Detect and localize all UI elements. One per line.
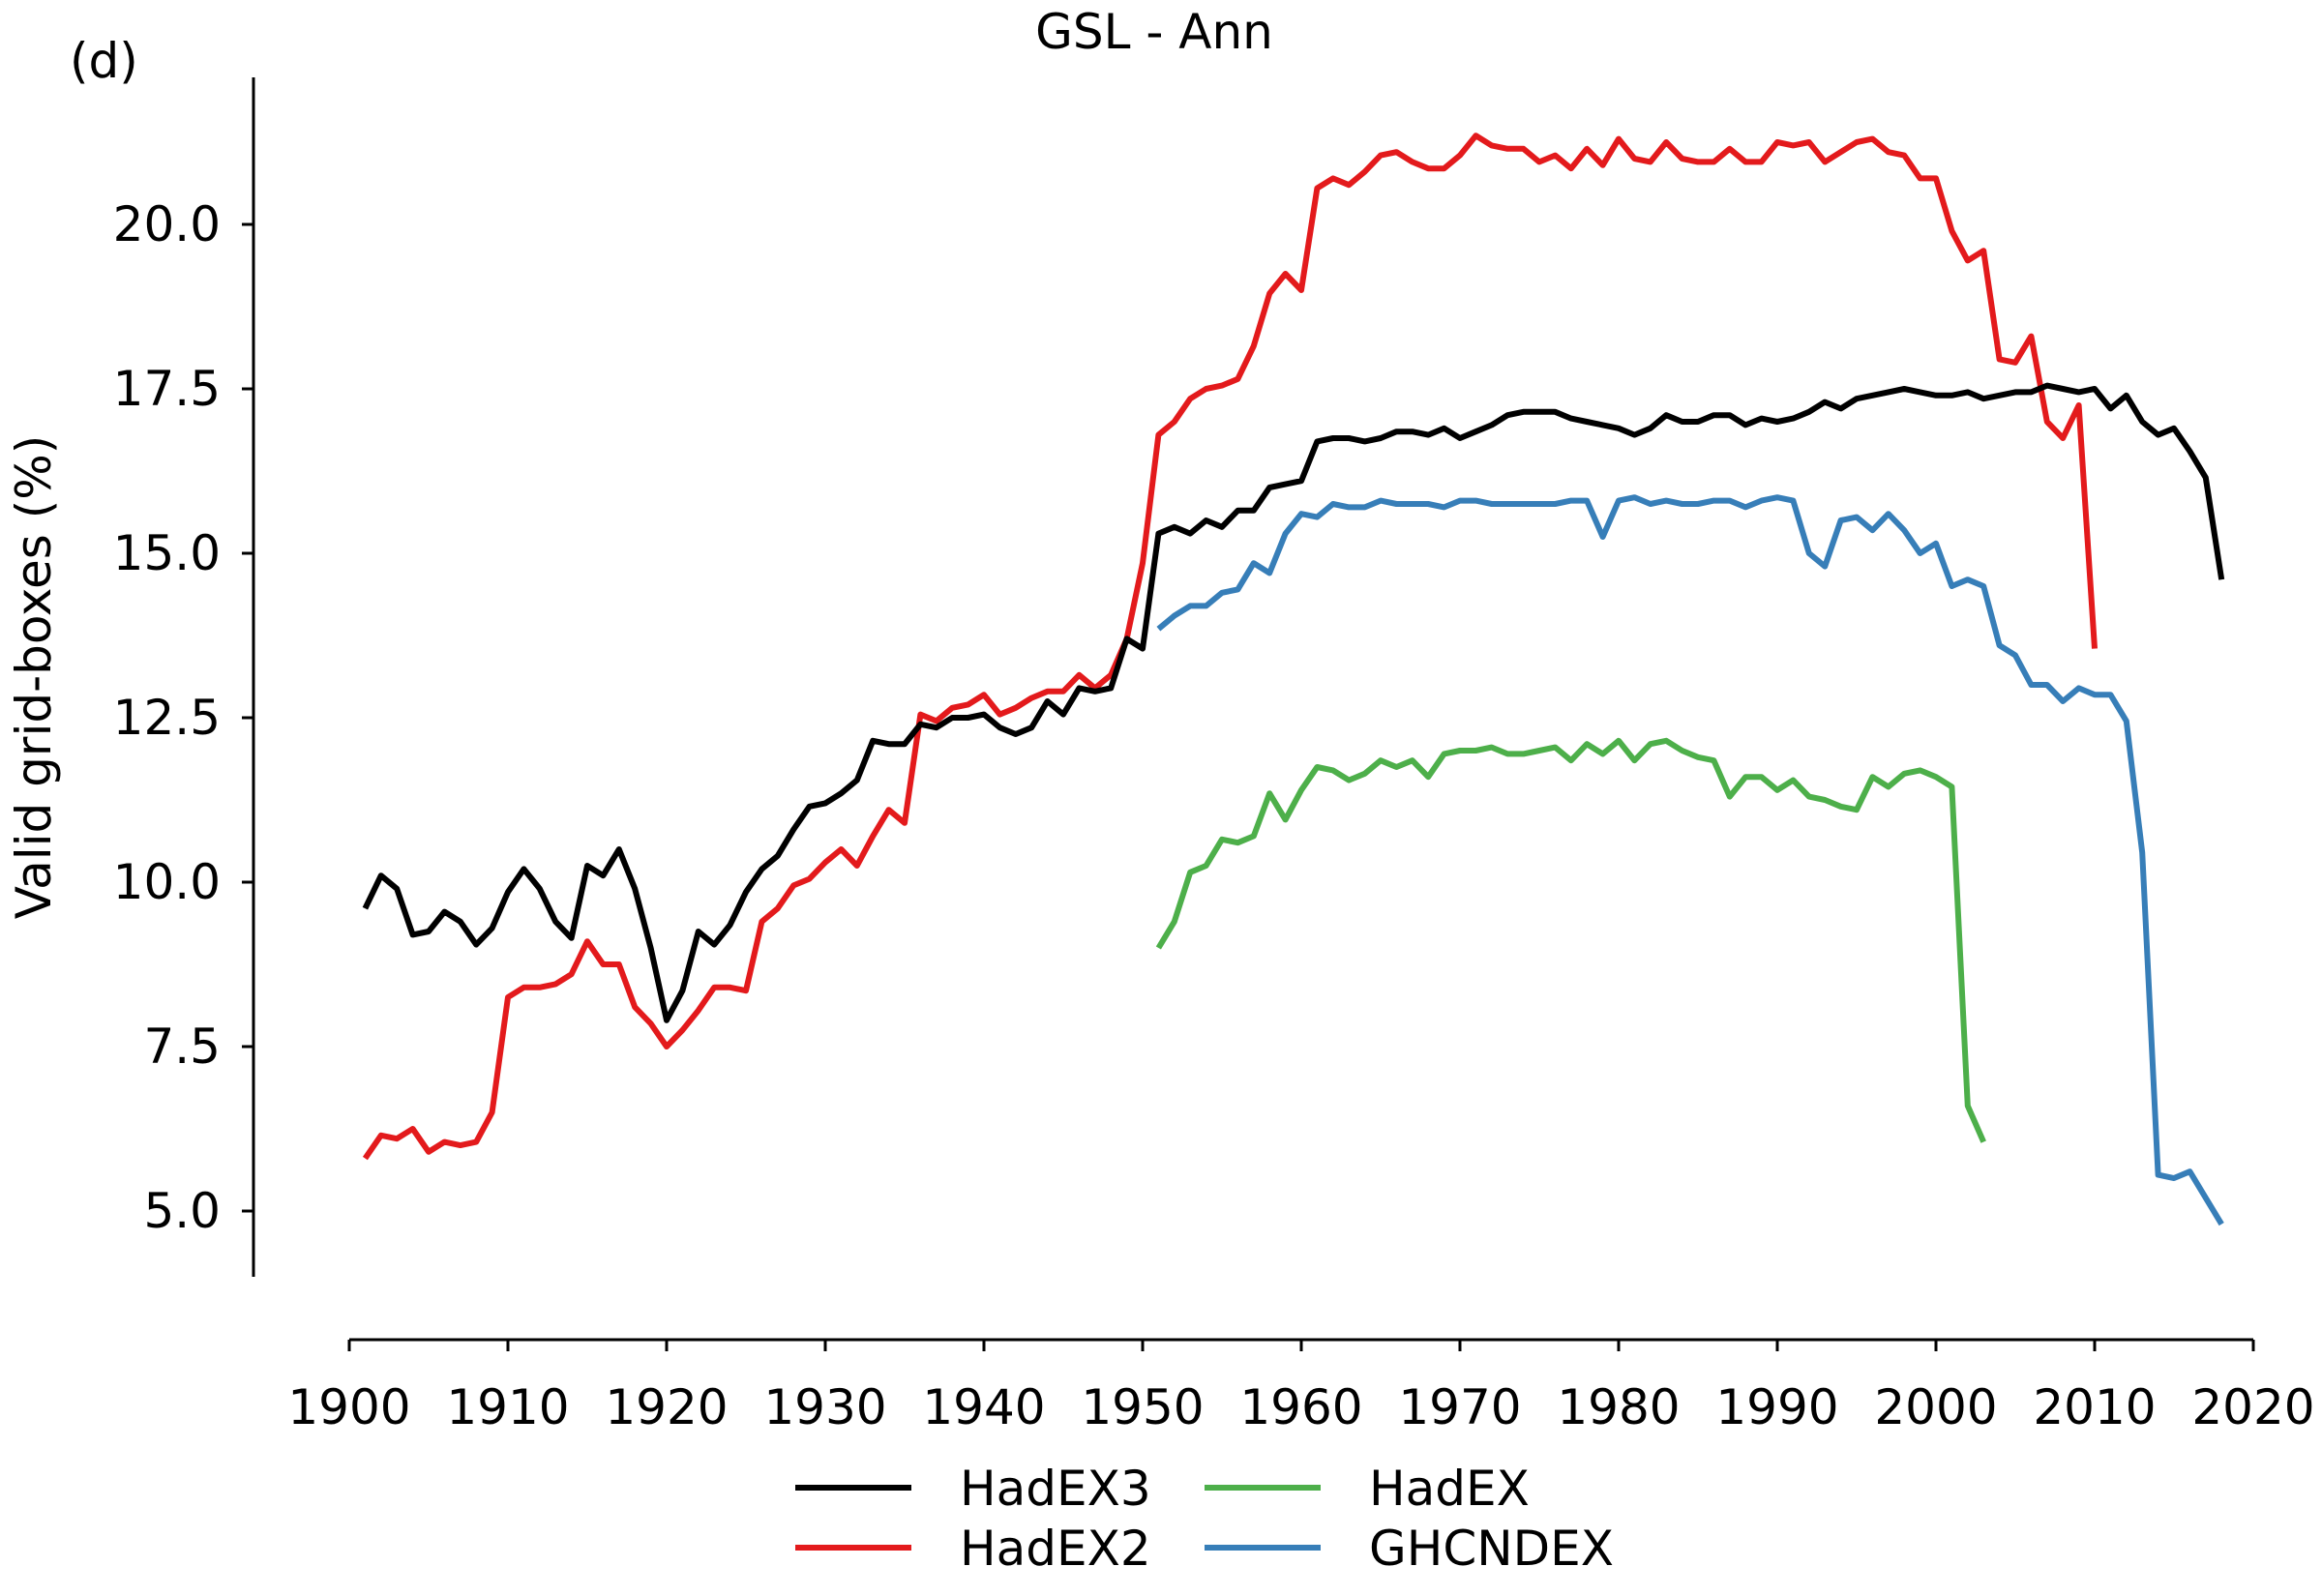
legend-label-hadex3: HadEX3 [960, 1461, 1151, 1517]
x-tick-label: 1910 [446, 1379, 569, 1435]
series-line-ghcndex [1156, 494, 2224, 1227]
chart-title: GSL - Ann [1035, 4, 1273, 60]
series-line-hadex2 [362, 133, 2098, 1161]
x-tick-label: 1990 [1715, 1379, 1838, 1435]
series-lines [362, 133, 2225, 1227]
x-tick-label: 1970 [1398, 1379, 1521, 1435]
x-tick-label: 2020 [2191, 1379, 2314, 1435]
x-tick-label: 2000 [1874, 1379, 1997, 1435]
x-tick-label: 2010 [2033, 1379, 2156, 1435]
x-tick-label: 1960 [1239, 1379, 1362, 1435]
y-ticks: 5.0 7.5 10.0 12.5 15.0 17.5 20.0 [113, 196, 253, 1239]
legend-label-hadex: HadEX [1369, 1461, 1530, 1517]
x-ticks: 1900 1910 1920 1930 1940 1950 1960 1970 1980 1990… [287, 1340, 2315, 1435]
legend-label-ghcndex: GHCNDEX [1369, 1521, 1614, 1577]
x-tick-label: 1940 [922, 1379, 1045, 1435]
panel-label: (d) [70, 33, 138, 89]
legend-label-hadex2: HadEX2 [960, 1521, 1151, 1577]
y-tick-label: 12.5 [113, 690, 221, 746]
y-tick-label: 17.5 [113, 361, 221, 417]
x-tick-label: 1920 [605, 1379, 728, 1435]
x-tick-label: 1950 [1081, 1379, 1204, 1435]
x-tick-label: 1900 [287, 1379, 410, 1435]
y-tick-label: 15.0 [113, 525, 221, 581]
y-axis-label: Valid grid-boxes (%) [6, 435, 62, 919]
y-tick-label: 10.0 [113, 854, 221, 910]
y-tick-label: 20.0 [113, 196, 221, 252]
x-tick-label: 1980 [1557, 1379, 1680, 1435]
x-tick-label: 1930 [763, 1379, 886, 1435]
series-line-hadex [1155, 737, 1986, 1143]
y-tick-label: 5.0 [143, 1183, 221, 1239]
y-tick-label: 7.5 [143, 1019, 221, 1075]
series-line-hadex3 [362, 382, 2225, 1023]
